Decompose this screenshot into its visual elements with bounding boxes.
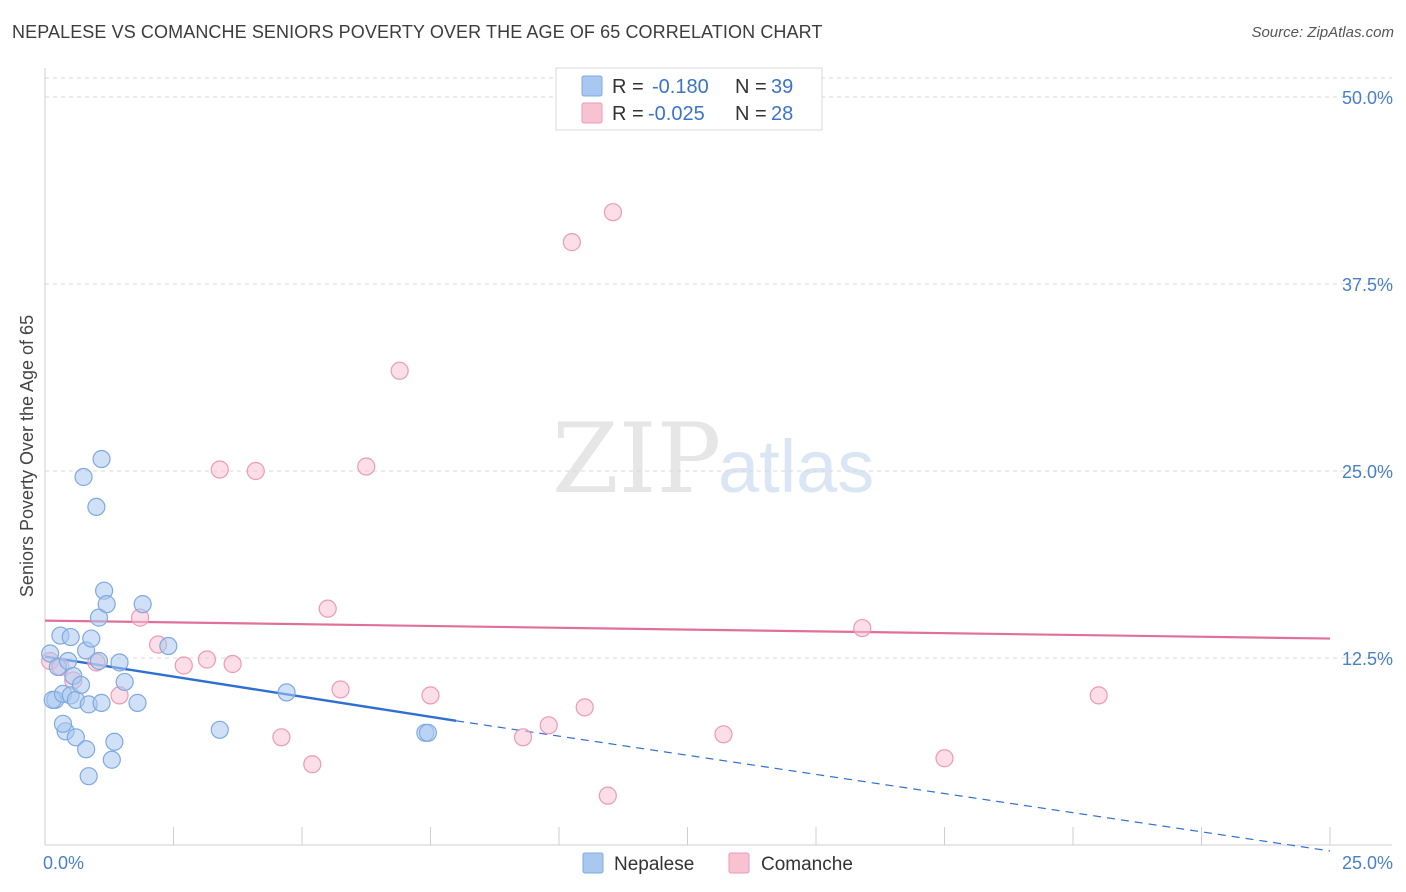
source-label: Source: ZipAtlas.com: [1251, 24, 1394, 41]
y-tick-label-0: 12.5%: [1342, 649, 1393, 669]
nepalese-point-10: [66, 728, 85, 747]
comanche-point-18: [421, 686, 440, 705]
comanche-point-13: [303, 755, 322, 774]
nepalese-point-34: [210, 720, 229, 739]
x-tick-label-0: 0.0%: [43, 853, 84, 873]
nepalese-point-32: [89, 651, 109, 671]
series-legend-swatch-nepalese: [582, 852, 604, 874]
comanche-point-22: [575, 698, 594, 717]
comanche-point-15: [331, 680, 350, 699]
comanche-point-9: [210, 460, 229, 479]
legend-r-value-comanche: -0.025: [648, 103, 705, 125]
comanche-point-10: [223, 654, 242, 674]
comanche-point-19: [513, 728, 533, 747]
comanche-point-14: [318, 599, 337, 618]
nepalese-point-28: [110, 653, 129, 672]
comanche-point-23: [598, 786, 617, 805]
y-tick-label-1: 25.0%: [1342, 462, 1393, 482]
nepalese-point-37: [418, 723, 438, 742]
legend-n-label-comanche: N =: [735, 103, 767, 125]
comanche-point-27: [935, 749, 954, 768]
trend-line-comanche: [44, 619, 1331, 640]
comanche-point-25: [714, 725, 733, 744]
comanche-point-21: [562, 233, 581, 252]
comanche-point-24: [603, 203, 623, 222]
comanche-point-17: [390, 361, 409, 380]
comanche-point-7: [174, 656, 193, 675]
trend-lines: [44, 619, 1331, 852]
legend-swatch-comanche: [581, 102, 603, 124]
nepalese-point-23: [92, 449, 111, 469]
chart-title: NEPALESE VS COMANCHE SENIORS POVERTY OVE…: [12, 22, 823, 42]
nepalese-point-26: [102, 750, 121, 769]
gridlines: [45, 77, 1392, 659]
comanche-point-12: [272, 728, 291, 747]
nepalese-point-29: [115, 672, 134, 692]
x-tick-labels: 0.0% 25.0%: [43, 853, 1393, 873]
nepalese-point-31: [133, 595, 152, 614]
nepalese-point-0: [41, 644, 60, 663]
watermark-zip: ZIP: [552, 403, 721, 515]
watermark-atlas: atlas: [718, 425, 874, 508]
comanche-point-11: [246, 461, 265, 481]
series-legend-label-nepalese: Nepalese: [614, 854, 694, 875]
nepalese-point-20: [87, 497, 106, 517]
nepalese-point-22: [92, 693, 111, 712]
nepalese-point-33: [159, 636, 178, 656]
y-axis-label: Seniors Poverty Over the Age of 65: [17, 315, 37, 597]
nepalese-point-16: [77, 740, 96, 759]
legend-r-label-comanche: R =: [612, 103, 644, 125]
y-tick-label-2: 37.5%: [1342, 275, 1393, 295]
nepalese-point-19: [53, 714, 73, 733]
nepalese-point-25: [97, 595, 116, 614]
comanche-point-26: [853, 618, 872, 638]
correlation-legend: R = -0.180 N = 39 R = -0.025 N = 28: [555, 67, 823, 131]
legend-swatch-nepalese: [581, 75, 603, 97]
series-legend-swatch-comanche: [728, 852, 750, 874]
comanche-point-16: [357, 457, 376, 476]
legend-n-label-nepalese: N =: [735, 76, 767, 98]
nepalese-point-17: [82, 629, 101, 648]
comanche-point-20: [539, 716, 558, 735]
comanche-point-8: [197, 650, 217, 669]
y-tick-labels: 12.5% 25.0% 37.5% 50.0%: [1342, 88, 1393, 669]
nepalese-point-27: [105, 732, 124, 751]
series-legend: Nepalese Comanche: [582, 852, 853, 875]
comanche-point-28: [1089, 686, 1108, 705]
nepalese-point-18: [79, 767, 98, 786]
trend-line-nepalese: [44, 655, 457, 723]
legend-n-value-comanche: 28: [771, 103, 793, 125]
nepalese-point-12: [71, 675, 91, 695]
legend-n-value-nepalese: 39: [771, 76, 793, 98]
nepalese-point-38: [61, 627, 80, 647]
watermark: ZIP atlas: [552, 403, 874, 515]
trend-line-nepalese-extrapolated: [456, 720, 1331, 852]
x-tick-label-1: 25.0%: [1342, 853, 1393, 873]
nepalese-point-30: [128, 693, 147, 712]
series-legend-label-comanche: Comanche: [761, 854, 853, 875]
nepalese-points: [41, 449, 438, 786]
nepalese-point-21: [89, 608, 109, 627]
axes: [44, 68, 1392, 846]
y-tick-label-3: 50.0%: [1342, 88, 1393, 108]
nepalese-point-13: [74, 467, 93, 487]
legend-r-value-nepalese: -0.180: [652, 76, 709, 98]
nepalese-point-35: [277, 683, 296, 702]
legend-r-label-nepalese: R =: [612, 76, 644, 98]
